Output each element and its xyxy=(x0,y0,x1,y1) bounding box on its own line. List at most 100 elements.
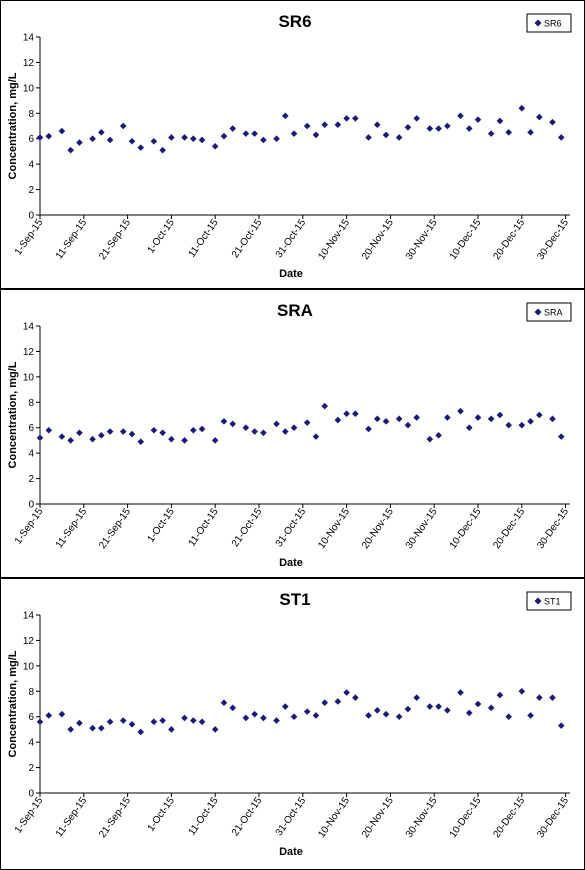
data-point xyxy=(505,421,512,429)
y-tick-label: 4 xyxy=(28,738,34,749)
data-point xyxy=(290,130,298,137)
data-point xyxy=(557,134,565,141)
data-point xyxy=(303,708,311,715)
y-tick-label: 4 xyxy=(28,449,34,460)
data-point xyxy=(404,705,412,713)
data-point xyxy=(229,420,237,428)
data-point xyxy=(45,426,53,434)
data-point xyxy=(150,426,158,434)
y-tick-label: 14 xyxy=(23,322,35,333)
data-point xyxy=(251,428,258,435)
data-point xyxy=(343,115,350,122)
panel-border xyxy=(0,578,585,870)
data-point xyxy=(89,724,96,732)
data-point xyxy=(365,425,372,433)
data-point xyxy=(518,687,526,695)
data-point xyxy=(426,435,434,443)
data-point xyxy=(290,713,298,721)
data-point xyxy=(382,131,390,139)
data-point xyxy=(444,414,451,421)
data-point xyxy=(536,694,543,701)
data-point xyxy=(444,707,451,714)
data-point xyxy=(557,722,565,729)
data-point xyxy=(273,420,280,428)
data-point xyxy=(527,129,534,136)
x-axis-title: Date xyxy=(279,268,303,280)
data-point xyxy=(106,718,114,726)
data-point xyxy=(36,434,44,442)
legend-label: SR6 xyxy=(544,19,562,29)
data-point xyxy=(260,136,267,144)
data-point xyxy=(137,438,145,445)
y-tick-label: 0 xyxy=(28,500,34,511)
data-point xyxy=(474,414,482,421)
data-point xyxy=(242,130,250,137)
data-point xyxy=(321,699,329,707)
data-point xyxy=(373,121,381,129)
data-point xyxy=(36,718,44,726)
data-point xyxy=(382,418,390,425)
data-point xyxy=(365,134,372,141)
data-point xyxy=(89,135,96,143)
y-tick-label: 10 xyxy=(23,372,35,383)
data-point xyxy=(373,415,381,423)
data-point xyxy=(303,419,311,426)
data-point xyxy=(98,432,105,439)
chart-title: SR6 xyxy=(278,12,311,31)
data-point xyxy=(229,704,237,712)
data-point xyxy=(465,424,473,432)
data-point xyxy=(211,726,219,733)
data-point xyxy=(168,726,175,733)
data-point xyxy=(435,432,442,439)
data-point xyxy=(281,428,289,435)
data-point xyxy=(312,433,320,440)
y-tick-label: 8 xyxy=(28,109,34,120)
y-tick-label: 2 xyxy=(28,763,34,774)
data-point xyxy=(435,125,442,132)
data-point xyxy=(487,130,495,137)
data-point xyxy=(198,136,206,144)
data-point xyxy=(159,429,166,437)
data-point xyxy=(290,424,298,432)
data-point xyxy=(365,712,372,719)
data-point xyxy=(67,726,74,733)
data-point xyxy=(119,428,127,435)
data-point xyxy=(36,134,44,141)
data-point xyxy=(505,713,512,721)
data-point xyxy=(220,699,228,707)
data-point xyxy=(321,121,329,129)
y-axis-title: Concentration, mg/L xyxy=(7,361,19,468)
data-point xyxy=(549,694,556,701)
data-point xyxy=(229,125,237,132)
data-point xyxy=(260,429,267,437)
data-point xyxy=(242,424,250,432)
y-tick-label: 6 xyxy=(28,134,34,145)
data-point xyxy=(45,132,53,140)
data-point xyxy=(150,718,158,726)
legend: SR6 xyxy=(526,13,572,33)
data-point xyxy=(67,146,74,154)
y-tick-label: 12 xyxy=(23,636,35,647)
data-point xyxy=(67,437,74,444)
data-point xyxy=(211,437,219,444)
y-tick-label: 10 xyxy=(23,661,35,672)
y-tick-label: 8 xyxy=(28,687,34,698)
y-tick-label: 6 xyxy=(28,423,34,434)
data-point xyxy=(168,435,175,443)
data-point xyxy=(518,421,526,429)
data-point xyxy=(251,130,258,137)
data-point xyxy=(487,704,495,712)
data-point xyxy=(128,430,136,438)
y-tick-label: 2 xyxy=(28,474,34,485)
data-point xyxy=(426,125,434,132)
data-point xyxy=(76,719,83,727)
data-point xyxy=(549,118,556,126)
data-point xyxy=(413,115,420,122)
data-point xyxy=(395,415,403,423)
data-point xyxy=(159,146,166,154)
data-point xyxy=(536,411,543,419)
